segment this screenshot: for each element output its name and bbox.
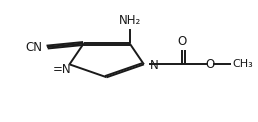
Text: NH₂: NH₂ [119,14,141,27]
Text: CN: CN [25,41,42,54]
Text: N: N [149,59,158,72]
Text: =N: =N [53,63,72,76]
Text: CH₃: CH₃ [232,59,253,69]
Text: O: O [177,35,186,48]
Text: O: O [205,58,214,71]
